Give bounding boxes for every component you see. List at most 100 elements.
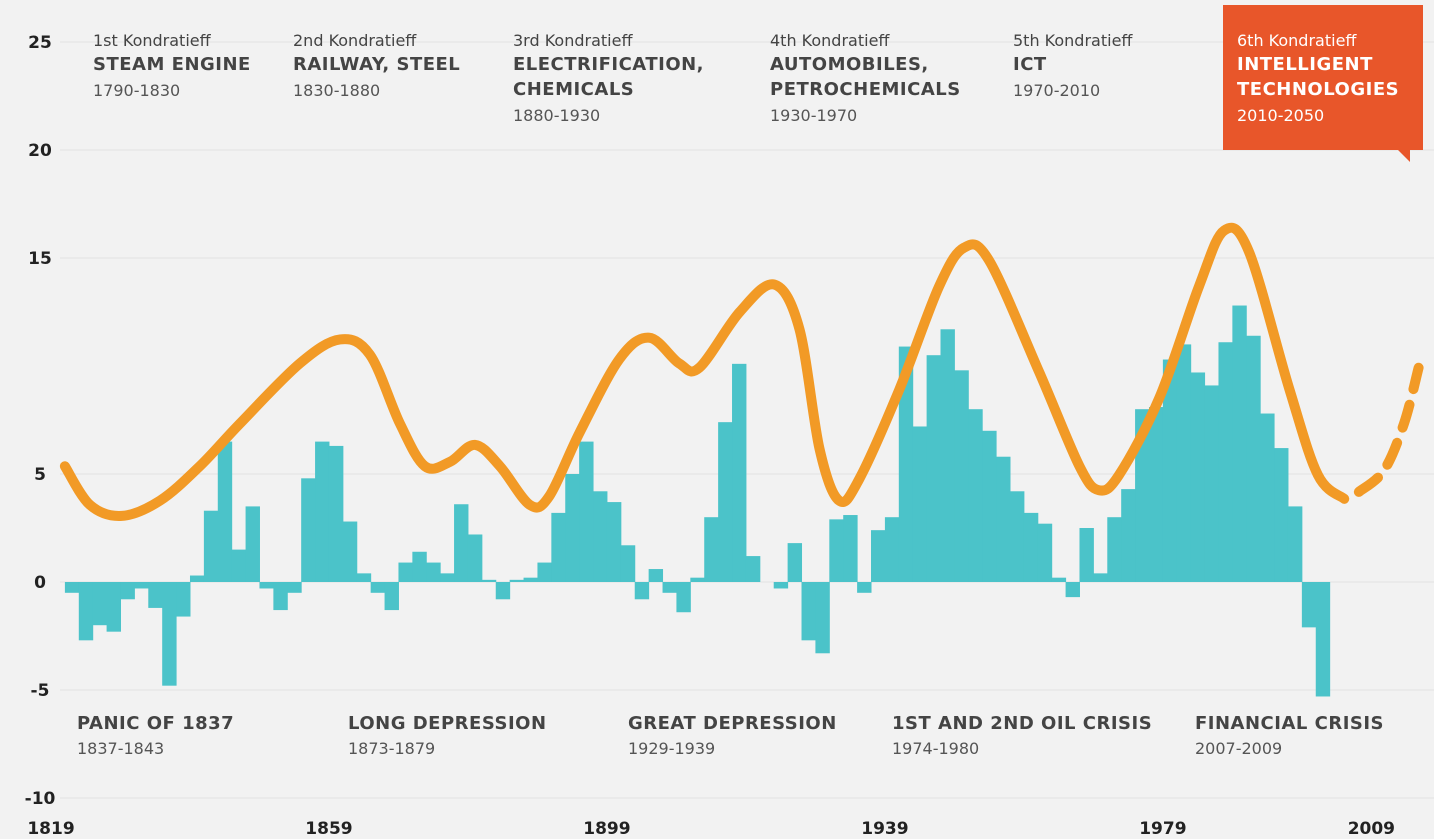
bar: [440, 573, 455, 582]
bar: [134, 582, 149, 589]
x-tick-label: 1939: [861, 819, 908, 839]
bar: [1148, 407, 1164, 582]
bar: [926, 355, 942, 582]
crisis-name: PANIC OF 1837: [77, 713, 234, 734]
bar: [398, 562, 413, 582]
bar: [120, 582, 135, 600]
wave-label: 1st Kondratieff STEAM ENGINE 1790-1830: [93, 31, 250, 100]
bar: [495, 582, 511, 600]
wave-name: CHEMICALS: [513, 79, 634, 100]
bar: [1079, 528, 1094, 582]
bar: [1093, 573, 1108, 582]
y-tick-label: 5: [34, 465, 46, 485]
crisis-years: 2007-2009: [1195, 739, 1282, 758]
bar: [690, 577, 705, 582]
labels: 25 20 15 5 0 -5 -10 1819 1859 1899 1939 1979 2009 1st…: [25, 31, 1399, 839]
wave-name: INTELLIGENT: [1237, 54, 1373, 75]
bar: [676, 582, 691, 613]
y-tick-label: 20: [28, 141, 52, 161]
bar: [509, 579, 525, 582]
crisis-name: GREAT DEPRESSION: [628, 713, 837, 734]
bar: [551, 512, 566, 582]
bar: [1176, 344, 1192, 582]
crisis-years: 1837-1843: [77, 739, 164, 758]
x-tick-label: 1979: [1139, 819, 1186, 839]
wave-years: 1830-1880: [293, 81, 380, 100]
y-tick-label: 25: [28, 33, 52, 53]
bar: [968, 409, 983, 582]
wave-ordinal: 2nd Kondratieff: [293, 31, 417, 50]
wave-name: RAILWAY, STEEL: [293, 54, 460, 75]
x-tick-label: 1899: [583, 819, 630, 839]
bar: [829, 519, 844, 582]
bar: [189, 575, 205, 582]
bar: [315, 441, 330, 582]
bar: [1121, 489, 1136, 582]
bar: [162, 582, 177, 686]
bar: [1260, 413, 1275, 582]
bar: [328, 445, 344, 582]
x-tick-label: 1859: [305, 819, 352, 839]
wave-ordinal: 4th Kondratieff: [770, 31, 890, 50]
bar: [370, 582, 386, 593]
bar: [940, 329, 955, 582]
bar: [1107, 517, 1122, 582]
bar: [1135, 409, 1150, 582]
lines: [59, 222, 1424, 521]
bar: [898, 346, 914, 582]
wave-years: 2010-2050: [1237, 106, 1324, 125]
wave-ordinal: 6th Kondratieff: [1237, 31, 1357, 50]
bar: [1162, 359, 1178, 582]
bar: [1232, 305, 1247, 582]
bar: [732, 363, 747, 582]
wave-label: 4th Kondratieff AUTOMOBILES, PETROCHEMICAL…: [770, 31, 961, 125]
y-tick-label: -10: [25, 789, 56, 809]
bar: [606, 502, 622, 582]
bar: [481, 579, 497, 582]
bar: [843, 515, 858, 582]
bar: [912, 426, 928, 582]
bar: [996, 456, 1011, 582]
crisis-name: FINANCIAL CRISIS: [1195, 713, 1384, 734]
wave-name: TECHNOLOGIES: [1237, 79, 1399, 100]
bar: [1051, 577, 1067, 582]
wave-years: 1880-1930: [513, 106, 600, 125]
wave-name: PETROCHEMICALS: [770, 79, 961, 100]
y-tick-label: 0: [34, 573, 46, 593]
bar: [78, 582, 94, 641]
bar: [454, 504, 469, 582]
bar: [745, 556, 761, 582]
bar: [1218, 342, 1233, 582]
crisis-name: 1ST AND 2ND OIL CRISIS: [892, 713, 1152, 734]
bar: [217, 441, 233, 582]
wave-line: [1353, 362, 1424, 497]
bar: [1009, 491, 1025, 582]
y-tick-label: 15: [28, 249, 52, 269]
wave-label: 6th Kondratieff INTELLIGENT TECHNOLOGIES 20…: [1237, 31, 1399, 125]
bar: [704, 517, 719, 582]
crisis-years: 1974-1980: [892, 739, 979, 758]
bar: [287, 582, 302, 593]
bar: [1190, 372, 1206, 582]
wave-ordinal: 3rd Kondratieff: [513, 31, 633, 50]
bar: [718, 422, 733, 582]
bar: [801, 582, 816, 641]
bar: [1301, 582, 1317, 628]
bar: [1023, 512, 1039, 582]
wave-name: AUTOMOBILES,: [770, 54, 929, 75]
bar: [884, 517, 900, 582]
bar: [523, 577, 538, 582]
bar: [1287, 506, 1303, 582]
wave-ordinal: 1st Kondratieff: [93, 31, 212, 50]
bar: [64, 582, 80, 593]
bar: [92, 582, 108, 626]
wave-line: [59, 222, 1350, 521]
wave-label: 2nd Kondratieff RAILWAY, STEEL 1830-1880: [293, 31, 460, 100]
bar: [384, 582, 399, 611]
grid: [60, 41, 1434, 799]
highlight-box: [1223, 5, 1423, 162]
bar: [231, 549, 247, 582]
bar: [426, 562, 441, 582]
bar: [593, 491, 608, 582]
